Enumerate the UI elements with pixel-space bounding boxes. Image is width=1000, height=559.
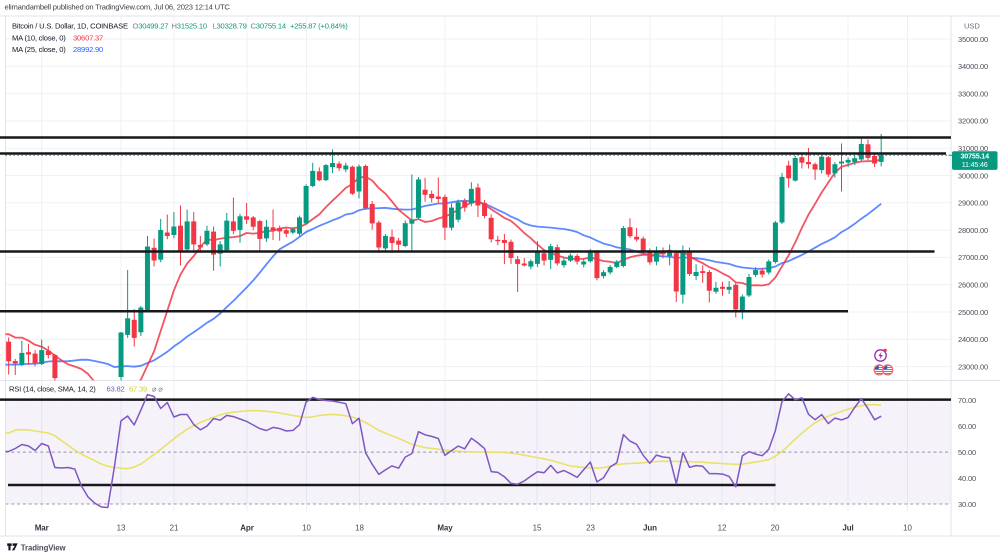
svg-text:RSI (14, close, SMA, 14, 2)63.: RSI (14, close, SMA, 14, 2) 63.82 67.39 ⌀ ⌀ <box>9 384 163 393</box>
svg-text:MA (25, close, 0)28992.90: MA (25, close, 0) 28992.90 <box>12 45 103 54</box>
svg-text:Mar: Mar <box>35 524 49 533</box>
svg-text:Jun: Jun <box>643 524 657 533</box>
svg-text:24000.00: 24000.00 <box>958 335 988 344</box>
svg-text:35000.00: 35000.00 <box>958 35 988 44</box>
svg-text:40.00: 40.00 <box>958 474 976 483</box>
svg-text:10: 10 <box>302 524 311 533</box>
svg-text:Apr: Apr <box>240 524 253 533</box>
svg-text:elimandambell published on Tra: elimandambell published on TradingView.c… <box>5 2 231 11</box>
svg-text:11:45:46: 11:45:46 <box>962 160 988 169</box>
svg-text:29000.00: 29000.00 <box>958 199 988 208</box>
svg-text:21: 21 <box>170 524 179 533</box>
svg-text:May: May <box>437 524 453 533</box>
svg-text:27000.00: 27000.00 <box>958 253 988 262</box>
svg-text:12: 12 <box>718 524 727 533</box>
svg-text:30000.00: 30000.00 <box>958 171 988 180</box>
svg-text:25000.00: 25000.00 <box>958 308 988 317</box>
svg-text:18: 18 <box>355 524 364 533</box>
svg-text:50.00: 50.00 <box>958 448 976 457</box>
svg-text:USD: USD <box>964 21 980 30</box>
svg-text:10: 10 <box>903 524 912 533</box>
svg-text:28000.00: 28000.00 <box>958 226 988 235</box>
svg-text:20: 20 <box>771 524 780 533</box>
svg-text:30755.14: 30755.14 <box>961 152 990 161</box>
svg-text:34000.00: 34000.00 <box>958 62 988 71</box>
svg-text:32000.00: 32000.00 <box>958 117 988 126</box>
svg-text:30.00: 30.00 <box>958 500 976 509</box>
svg-text:23: 23 <box>586 524 595 533</box>
svg-text:13: 13 <box>117 524 126 533</box>
svg-text:Bitcoin / U.S. Dollar, 1D, COI: Bitcoin / U.S. Dollar, 1D, COINBASE O3049… <box>12 22 348 31</box>
svg-text:23000.00: 23000.00 <box>958 362 988 371</box>
svg-text:26000.00: 26000.00 <box>958 281 988 290</box>
svg-text:MA (10, close, 0)30607.37: MA (10, close, 0) 30607.37 <box>12 33 103 42</box>
svg-text:Jul: Jul <box>842 524 853 533</box>
svg-text:70.00: 70.00 <box>958 396 976 405</box>
svg-text:TradingView: TradingView <box>21 544 67 553</box>
svg-text:33000.00: 33000.00 <box>958 89 988 98</box>
svg-text:31000.00: 31000.00 <box>958 144 988 153</box>
svg-text:60.00: 60.00 <box>958 422 976 431</box>
svg-text:15: 15 <box>533 524 542 533</box>
